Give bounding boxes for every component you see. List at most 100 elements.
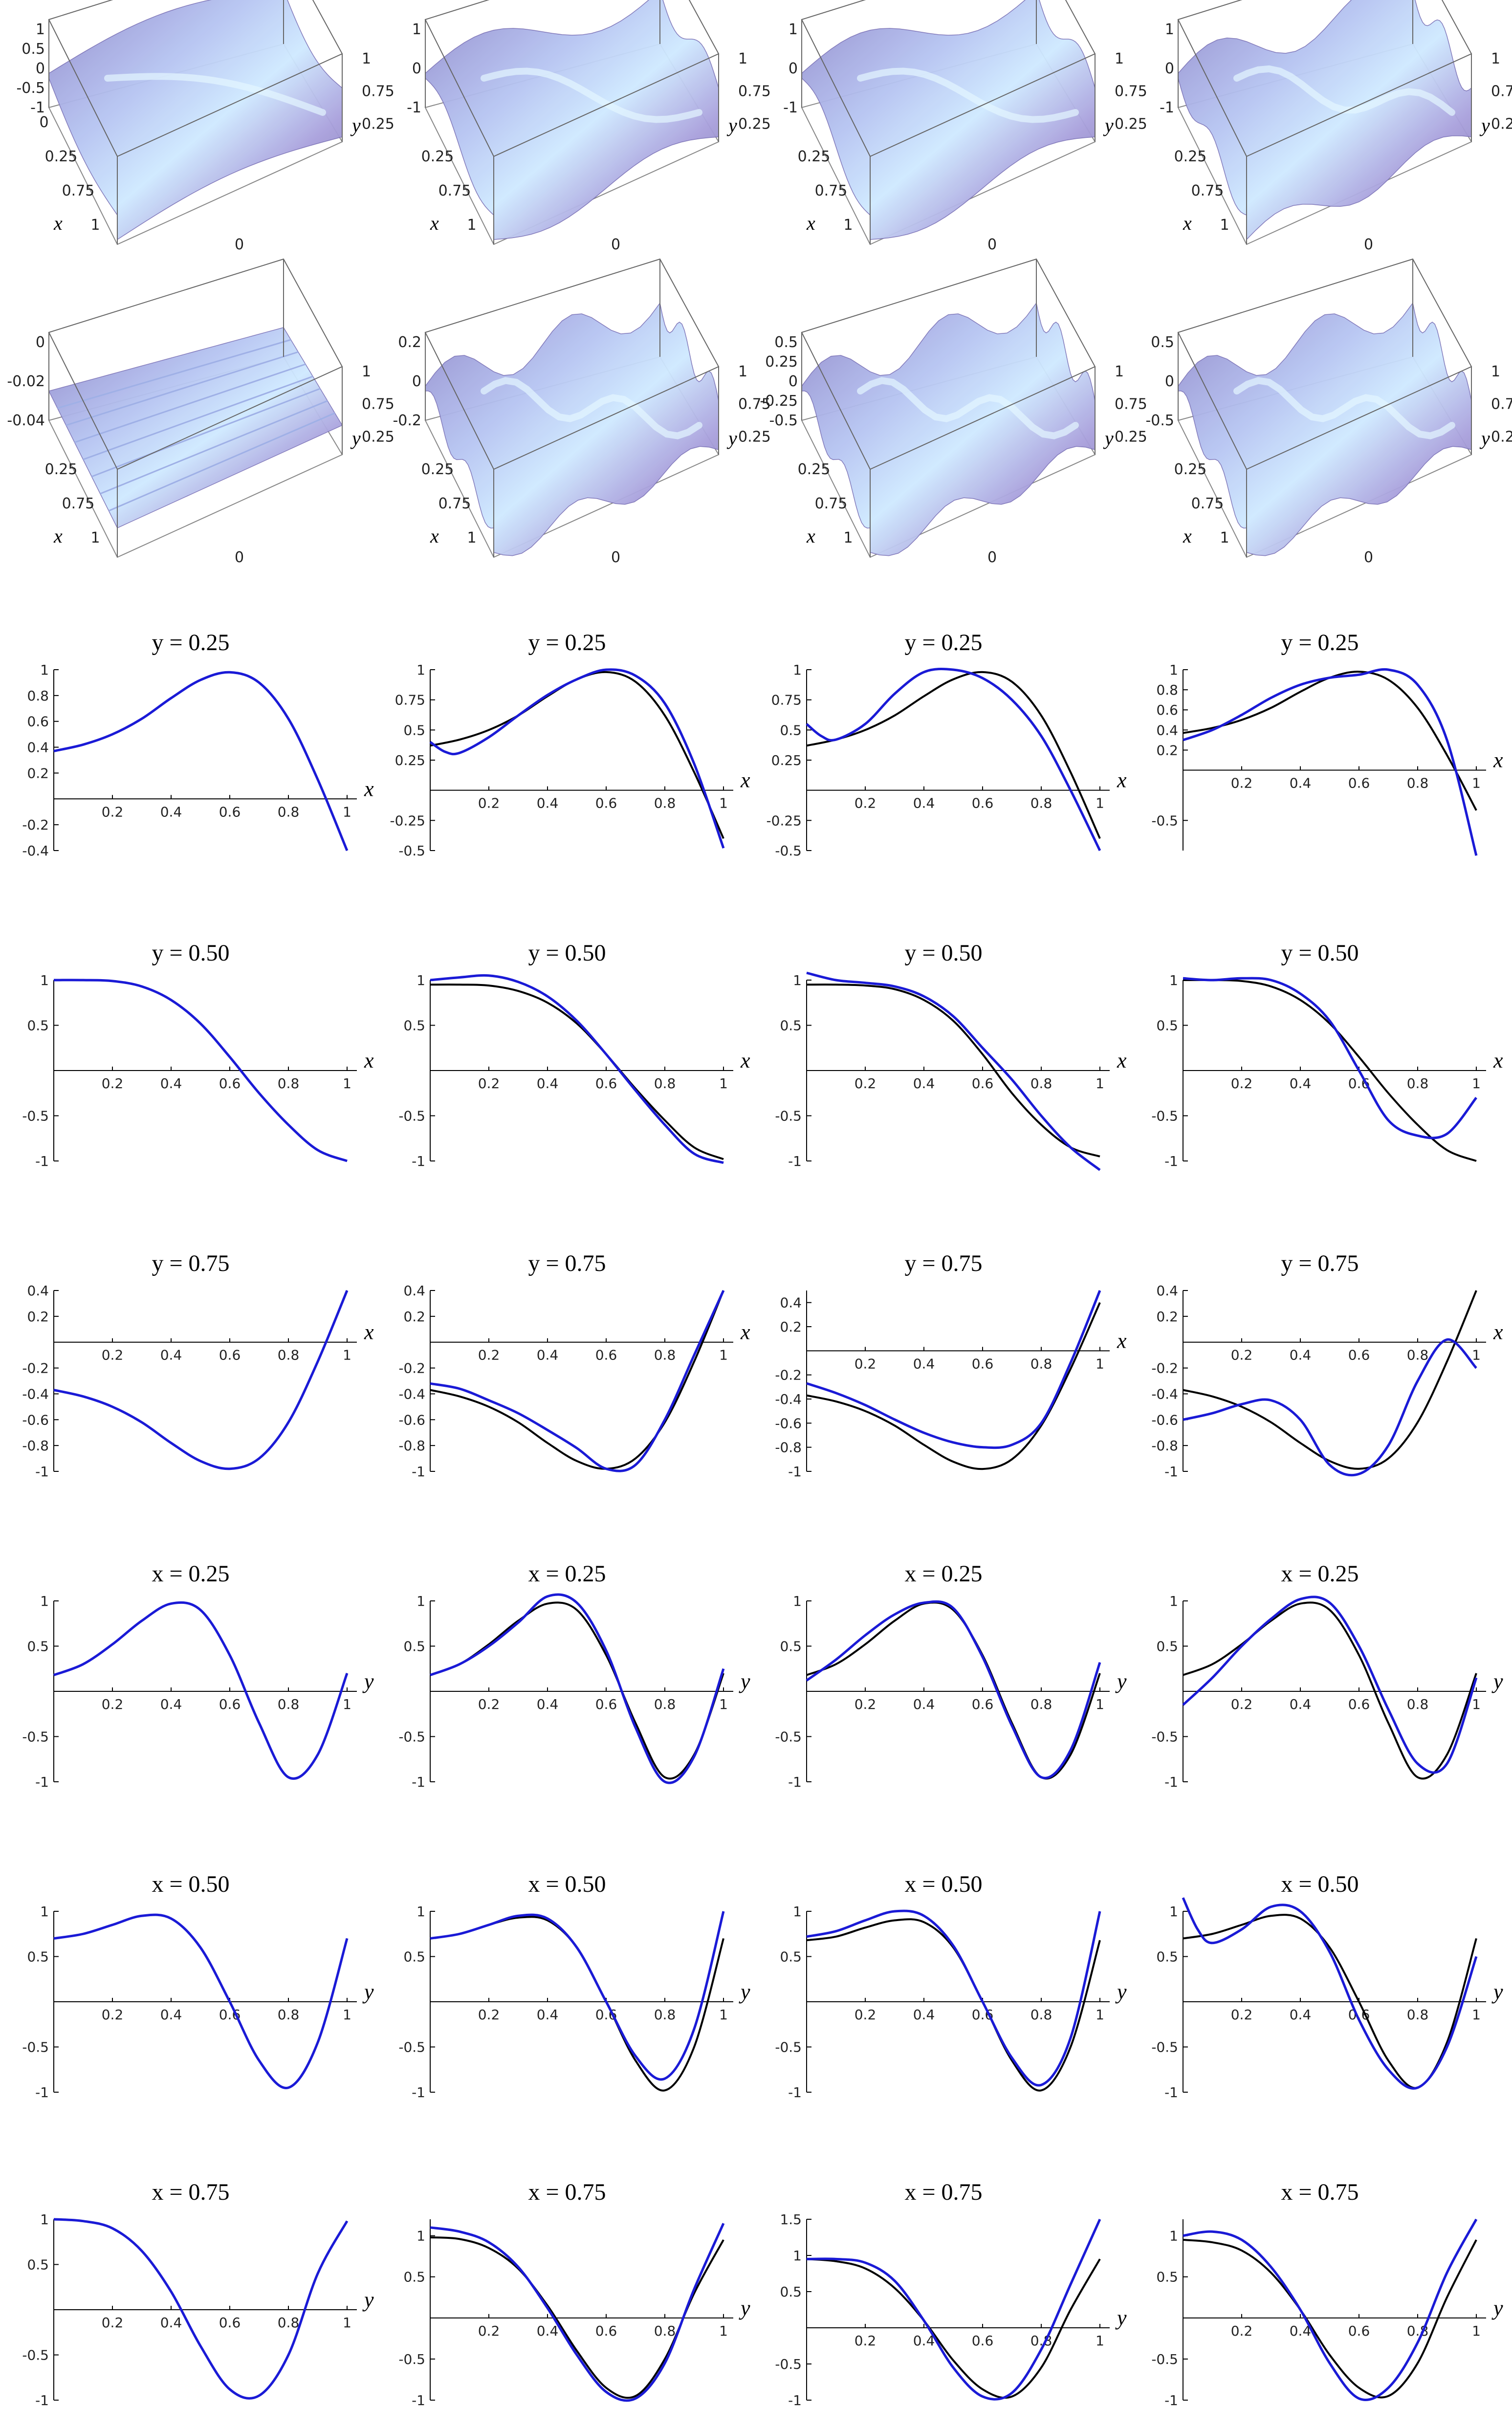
series-approx (53, 1290, 349, 1470)
y-tick-label: 0.6 (1156, 702, 1178, 718)
y-tick-label: 1 (40, 972, 49, 988)
y-tick-label: 1 (793, 1903, 802, 1920)
z-tick-label: 0 (1165, 60, 1174, 77)
panel-title: y = 0.75 (152, 1250, 229, 1276)
y-tick-label: 1 (416, 2228, 425, 2244)
z-tick-label: -0.2 (393, 412, 421, 429)
x-tick-label: 1 (1472, 1347, 1481, 1363)
panel-title: x = 0.25 (528, 1561, 606, 1587)
x-axis-name: y (739, 2296, 750, 2320)
y-tick-label: -0.5 (775, 2039, 802, 2056)
y-tick-label: 1.5 (780, 2211, 802, 2228)
y-tick-label: 0.25 (771, 752, 802, 768)
y-tick-label: 0.5 (780, 722, 802, 738)
x-tick-label: 1 (90, 529, 100, 547)
x-tick-label: 0.4 (913, 795, 935, 811)
x-tick-label: 1 (1220, 529, 1229, 547)
x-tick-label: 0.2 (478, 1075, 500, 1092)
x-tick-label: 0.8 (278, 2007, 300, 2023)
x-tick-label: 0.2 (1231, 1696, 1253, 1712)
panel-title: y = 0.75 (1281, 1250, 1359, 1276)
y-tick-label: -0.2 (1151, 1360, 1178, 1377)
panel-title: x = 0.75 (1281, 2179, 1359, 2205)
series-exact (806, 984, 1100, 1158)
x-tick-label: 1 (90, 217, 100, 234)
y-tick-label: -1 (35, 1774, 49, 1790)
series-approx (806, 1290, 1101, 1449)
x-tick-label: 1 (467, 529, 476, 547)
x-tick-label: 1 (1220, 217, 1229, 234)
x-axis-name: x (364, 777, 374, 801)
panel-title: y = 0.50 (1281, 940, 1359, 966)
series-approx (1182, 1897, 1478, 2090)
line-plot-4-2: y = 0.75 x 0.2 0.4 0.6 0.8 1 0.2 0.4 -0.2 -0.4 -0.6… (775, 1250, 1127, 1480)
y-tick-label: -0.4 (1151, 1386, 1178, 1402)
y-tick-label: -1 (788, 1774, 802, 1790)
x-axis-name: x (1493, 1320, 1503, 1344)
surface-plot-0-2: 1 0 -1 0.25 0.75 1 x 0 0.25 0.75 1 y (783, 0, 1147, 253)
y-axis-label: y (350, 427, 361, 449)
x-tick-label: 0.75 (815, 182, 848, 199)
z-tick-label: 0.5 (774, 334, 798, 351)
series-approx (430, 1911, 725, 2081)
y-tick-label: 0.25 (1115, 115, 1147, 132)
x-axis-label: x (430, 212, 439, 234)
panel-title: y = 0.50 (152, 940, 229, 966)
series-approx (806, 667, 1101, 852)
z-tick-label: 0 (412, 373, 421, 390)
y-tick-label: 1 (40, 662, 49, 678)
z-tick-label: 0.2 (398, 334, 421, 351)
surface-mesh (801, 0, 1096, 240)
y-tick-label: -1 (35, 1153, 49, 1169)
x-tick-label: 1 (1096, 1696, 1104, 1712)
x-tick-label: 1 (719, 2323, 728, 2339)
x-tick-label: 0.75 (438, 182, 471, 199)
y-tick-label: 0.25 (1115, 428, 1147, 445)
x-tick-label: 1 (719, 2007, 728, 2023)
x-tick-label: 0.25 (45, 461, 78, 478)
z-tick-label: 0 (789, 373, 798, 390)
x-axis-name: y (1491, 2296, 1503, 2320)
y-tick-label: -0.5 (775, 1729, 802, 1745)
x-tick-label: 0.8 (1407, 1696, 1429, 1712)
x-tick-label: 0.8 (278, 1075, 300, 1092)
x-tick-label: 0.2 (855, 1075, 877, 1092)
x-tick-label: 0.6 (595, 2323, 617, 2339)
y-tick-label: -1 (412, 2084, 425, 2100)
y-tick-label: 0.75 (738, 396, 771, 413)
series-approx (53, 979, 348, 1162)
x-tick-label: 0.4 (537, 2007, 559, 2023)
x-axis-name: y (1115, 1980, 1127, 2004)
y-tick-label: -1 (788, 2084, 802, 2100)
y-tick-label: -0.6 (398, 1412, 425, 1428)
surface-mesh (48, 0, 343, 241)
y-tick-label: 0.5 (403, 1949, 425, 1965)
series-approx (1183, 2218, 1478, 2401)
y-tick-label: -0.5 (1151, 812, 1178, 829)
x-tick-label: 0.8 (1030, 795, 1052, 811)
x-tick-label: 0.6 (219, 2315, 241, 2331)
x-tick-label: 1 (1472, 1696, 1481, 1712)
y-tick-label: -0.5 (775, 2356, 802, 2372)
y-tick-label: 0.75 (1115, 83, 1147, 100)
y-tick-label: 0 (987, 549, 997, 566)
y-tick-label: -0.5 (1151, 1108, 1178, 1124)
line-plot-2-0: y = 0.25 x 0.2 0.4 0.6 0.8 1 0.2 0.4 0.6 0.8 1 -0.2 -… (22, 630, 374, 859)
y-tick-label: 0.2 (1156, 742, 1178, 758)
x-axis-name: y (1491, 1980, 1503, 2004)
x-tick-label: 1 (1096, 1075, 1104, 1092)
panel-title: y = 0.50 (904, 940, 982, 966)
y-tick-label: 0.5 (1156, 1639, 1178, 1655)
x-tick-label: 0.8 (1030, 1075, 1052, 1092)
y-tick-label: -0.25 (390, 812, 425, 829)
surface-plots: 10.50-0.5-100.250.751x00.250.751y10-10.2… (7, 0, 1512, 566)
y-tick-label: -0.5 (775, 843, 802, 859)
y-tick-label: -0.2 (398, 1360, 425, 1377)
surface-highlight (481, 377, 702, 439)
x-tick-label: 0.2 (102, 1347, 124, 1363)
x-axis-label: x (1183, 212, 1192, 234)
surface-mesh (801, 302, 1096, 556)
surface-highlight (104, 73, 326, 116)
